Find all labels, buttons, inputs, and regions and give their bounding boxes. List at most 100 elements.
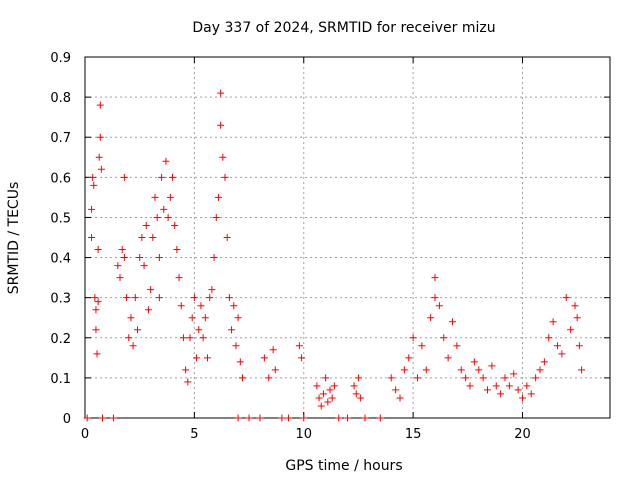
y-tick-label: 0.3 <box>50 292 71 307</box>
data-point <box>324 398 332 406</box>
data-point <box>93 350 101 358</box>
data-point <box>453 342 461 350</box>
data-point <box>164 213 172 221</box>
data-point <box>158 173 166 181</box>
data-point <box>153 213 161 221</box>
data-point <box>214 193 222 201</box>
data-points <box>83 89 586 422</box>
data-point <box>532 374 540 382</box>
data-point <box>204 354 211 362</box>
data-point <box>319 390 327 398</box>
chart-title: Day 337 of 2024, SRMTID for receiver miz… <box>192 20 495 36</box>
y-tick-label: 0.7 <box>50 131 71 146</box>
data-point <box>545 334 553 342</box>
data-point <box>387 374 395 382</box>
data-point <box>138 234 146 241</box>
data-point <box>99 414 106 422</box>
data-point <box>160 205 168 213</box>
data-point <box>151 193 159 201</box>
data-point <box>149 234 157 241</box>
data-point <box>328 394 336 402</box>
data-point <box>431 294 439 302</box>
data-point <box>326 386 334 394</box>
data-point <box>444 354 452 362</box>
data-point <box>83 414 91 422</box>
data-point <box>193 354 201 362</box>
data-point <box>519 394 526 402</box>
data-point <box>217 121 225 129</box>
data-point <box>435 302 443 310</box>
data-point <box>171 221 179 229</box>
data-point <box>239 374 246 382</box>
data-point <box>571 302 579 310</box>
data-point <box>125 334 133 342</box>
data-point <box>313 382 321 390</box>
y-tick-labels: 0 0.1 0.2 0.3 0.4 0.5 0.6 0.7 0.8 0.9 <box>50 51 71 427</box>
y-tick-label: 0 <box>63 412 71 427</box>
data-point <box>514 386 522 394</box>
data-point <box>315 394 323 402</box>
data-point <box>217 89 225 97</box>
data-point <box>188 314 196 322</box>
data-point <box>169 173 176 181</box>
data-point <box>177 302 185 310</box>
grid-lines <box>85 57 610 418</box>
data-point <box>549 318 557 326</box>
data-point <box>317 402 325 410</box>
data-point <box>131 294 139 302</box>
data-point <box>505 382 513 390</box>
data-point <box>182 366 190 374</box>
data-point <box>431 274 439 282</box>
data-point <box>497 390 505 398</box>
data-point <box>265 374 273 382</box>
data-point <box>175 274 183 282</box>
data-point <box>234 314 242 322</box>
data-point <box>361 414 369 422</box>
data-point <box>562 294 570 302</box>
x-tick-label: 15 <box>405 427 422 442</box>
data-point <box>173 246 181 254</box>
data-point <box>225 294 233 302</box>
data-point <box>271 366 279 374</box>
data-point <box>127 314 135 322</box>
data-point <box>245 414 253 422</box>
y-tick-label: 0.1 <box>50 372 71 387</box>
data-point <box>166 193 174 201</box>
data-point <box>96 133 104 141</box>
data-point <box>475 366 483 374</box>
data-point <box>221 173 229 181</box>
data-point <box>558 350 566 358</box>
data-point <box>284 414 292 422</box>
data-point <box>523 382 531 390</box>
data-point <box>322 374 330 382</box>
data-point <box>97 165 105 173</box>
data-point <box>184 378 192 386</box>
data-point <box>223 234 231 241</box>
data-point <box>470 358 478 366</box>
axis-ticks <box>84 56 610 419</box>
data-point <box>120 254 128 262</box>
data-point <box>91 294 99 302</box>
data-point <box>400 366 408 374</box>
data-point <box>95 153 103 161</box>
data-point <box>92 306 100 314</box>
data-point <box>94 298 102 306</box>
data-point <box>210 254 218 262</box>
data-point <box>567 326 575 334</box>
data-point <box>212 213 220 221</box>
data-point <box>234 414 242 422</box>
data-point <box>392 386 400 394</box>
data-point <box>278 414 286 422</box>
x-axis-label: GPS time / hours <box>285 458 402 474</box>
data-point <box>409 334 417 342</box>
data-point <box>269 346 277 354</box>
data-point <box>201 314 209 322</box>
data-point <box>260 354 268 362</box>
data-point <box>295 342 303 350</box>
data-point <box>88 205 96 213</box>
data-point <box>536 366 544 374</box>
data-point <box>89 173 97 181</box>
x-tick-labels: 0 5 10 15 20 <box>81 427 531 442</box>
data-point <box>578 366 586 374</box>
x-tick-label: 5 <box>190 427 198 442</box>
